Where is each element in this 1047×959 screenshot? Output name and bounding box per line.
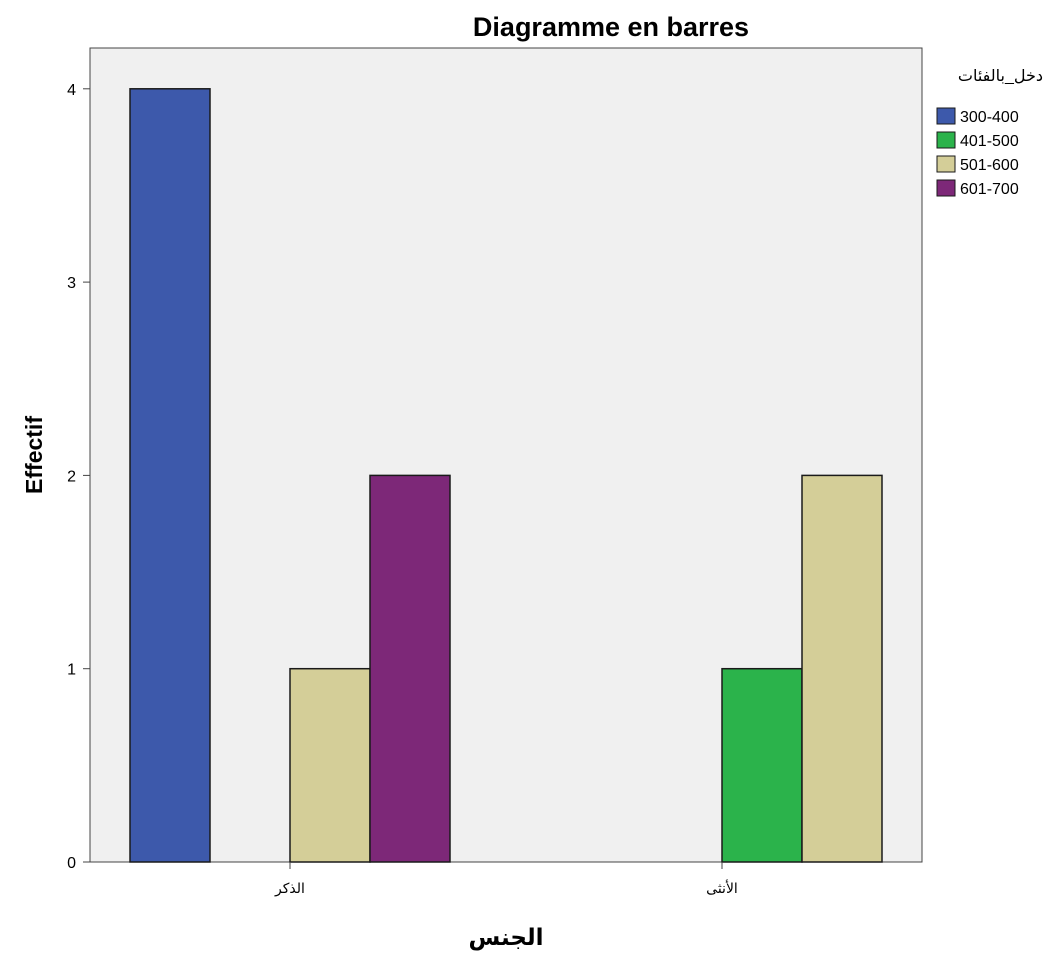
bar-300-400-male bbox=[129, 88, 211, 863]
chart-title: Diagramme en barres bbox=[473, 12, 749, 42]
legend-label: 601-700 bbox=[960, 181, 1019, 198]
x-axis-label: الجنس bbox=[469, 924, 544, 950]
legend: دخل_بالفئات 300-400 401-500 501-600 601-700 bbox=[936, 68, 1043, 198]
legend-label: 401-500 bbox=[960, 133, 1019, 150]
y-tick-label: 2 bbox=[67, 468, 76, 485]
y-tick-label: 3 bbox=[67, 275, 76, 292]
y-tick-label: 1 bbox=[67, 662, 76, 679]
legend-label: 501-600 bbox=[960, 157, 1019, 174]
legend-label: 300-400 bbox=[960, 109, 1019, 126]
bar-401-500-female bbox=[721, 667, 803, 863]
bar-501-600-male bbox=[289, 667, 371, 863]
legend-title: دخل_بالفئات bbox=[958, 68, 1043, 85]
legend-swatch bbox=[936, 131, 956, 149]
x-tick-label: الأنثى bbox=[706, 879, 738, 896]
legend-swatch bbox=[936, 179, 956, 197]
y-tick-label: 0 bbox=[67, 855, 76, 872]
x-tick-label: الذكر bbox=[274, 880, 305, 897]
y-axis: 0 1 2 3 4 bbox=[67, 82, 90, 872]
legend-swatch bbox=[936, 155, 956, 173]
bar-601-700-male bbox=[369, 474, 451, 863]
x-axis: الذكر الأنثى bbox=[274, 862, 738, 897]
legend-swatch bbox=[936, 107, 956, 125]
bar-501-600-female bbox=[801, 474, 883, 863]
y-axis-label: Effectif bbox=[21, 416, 47, 494]
y-tick-label: 4 bbox=[67, 82, 76, 99]
bars-group bbox=[129, 88, 883, 863]
